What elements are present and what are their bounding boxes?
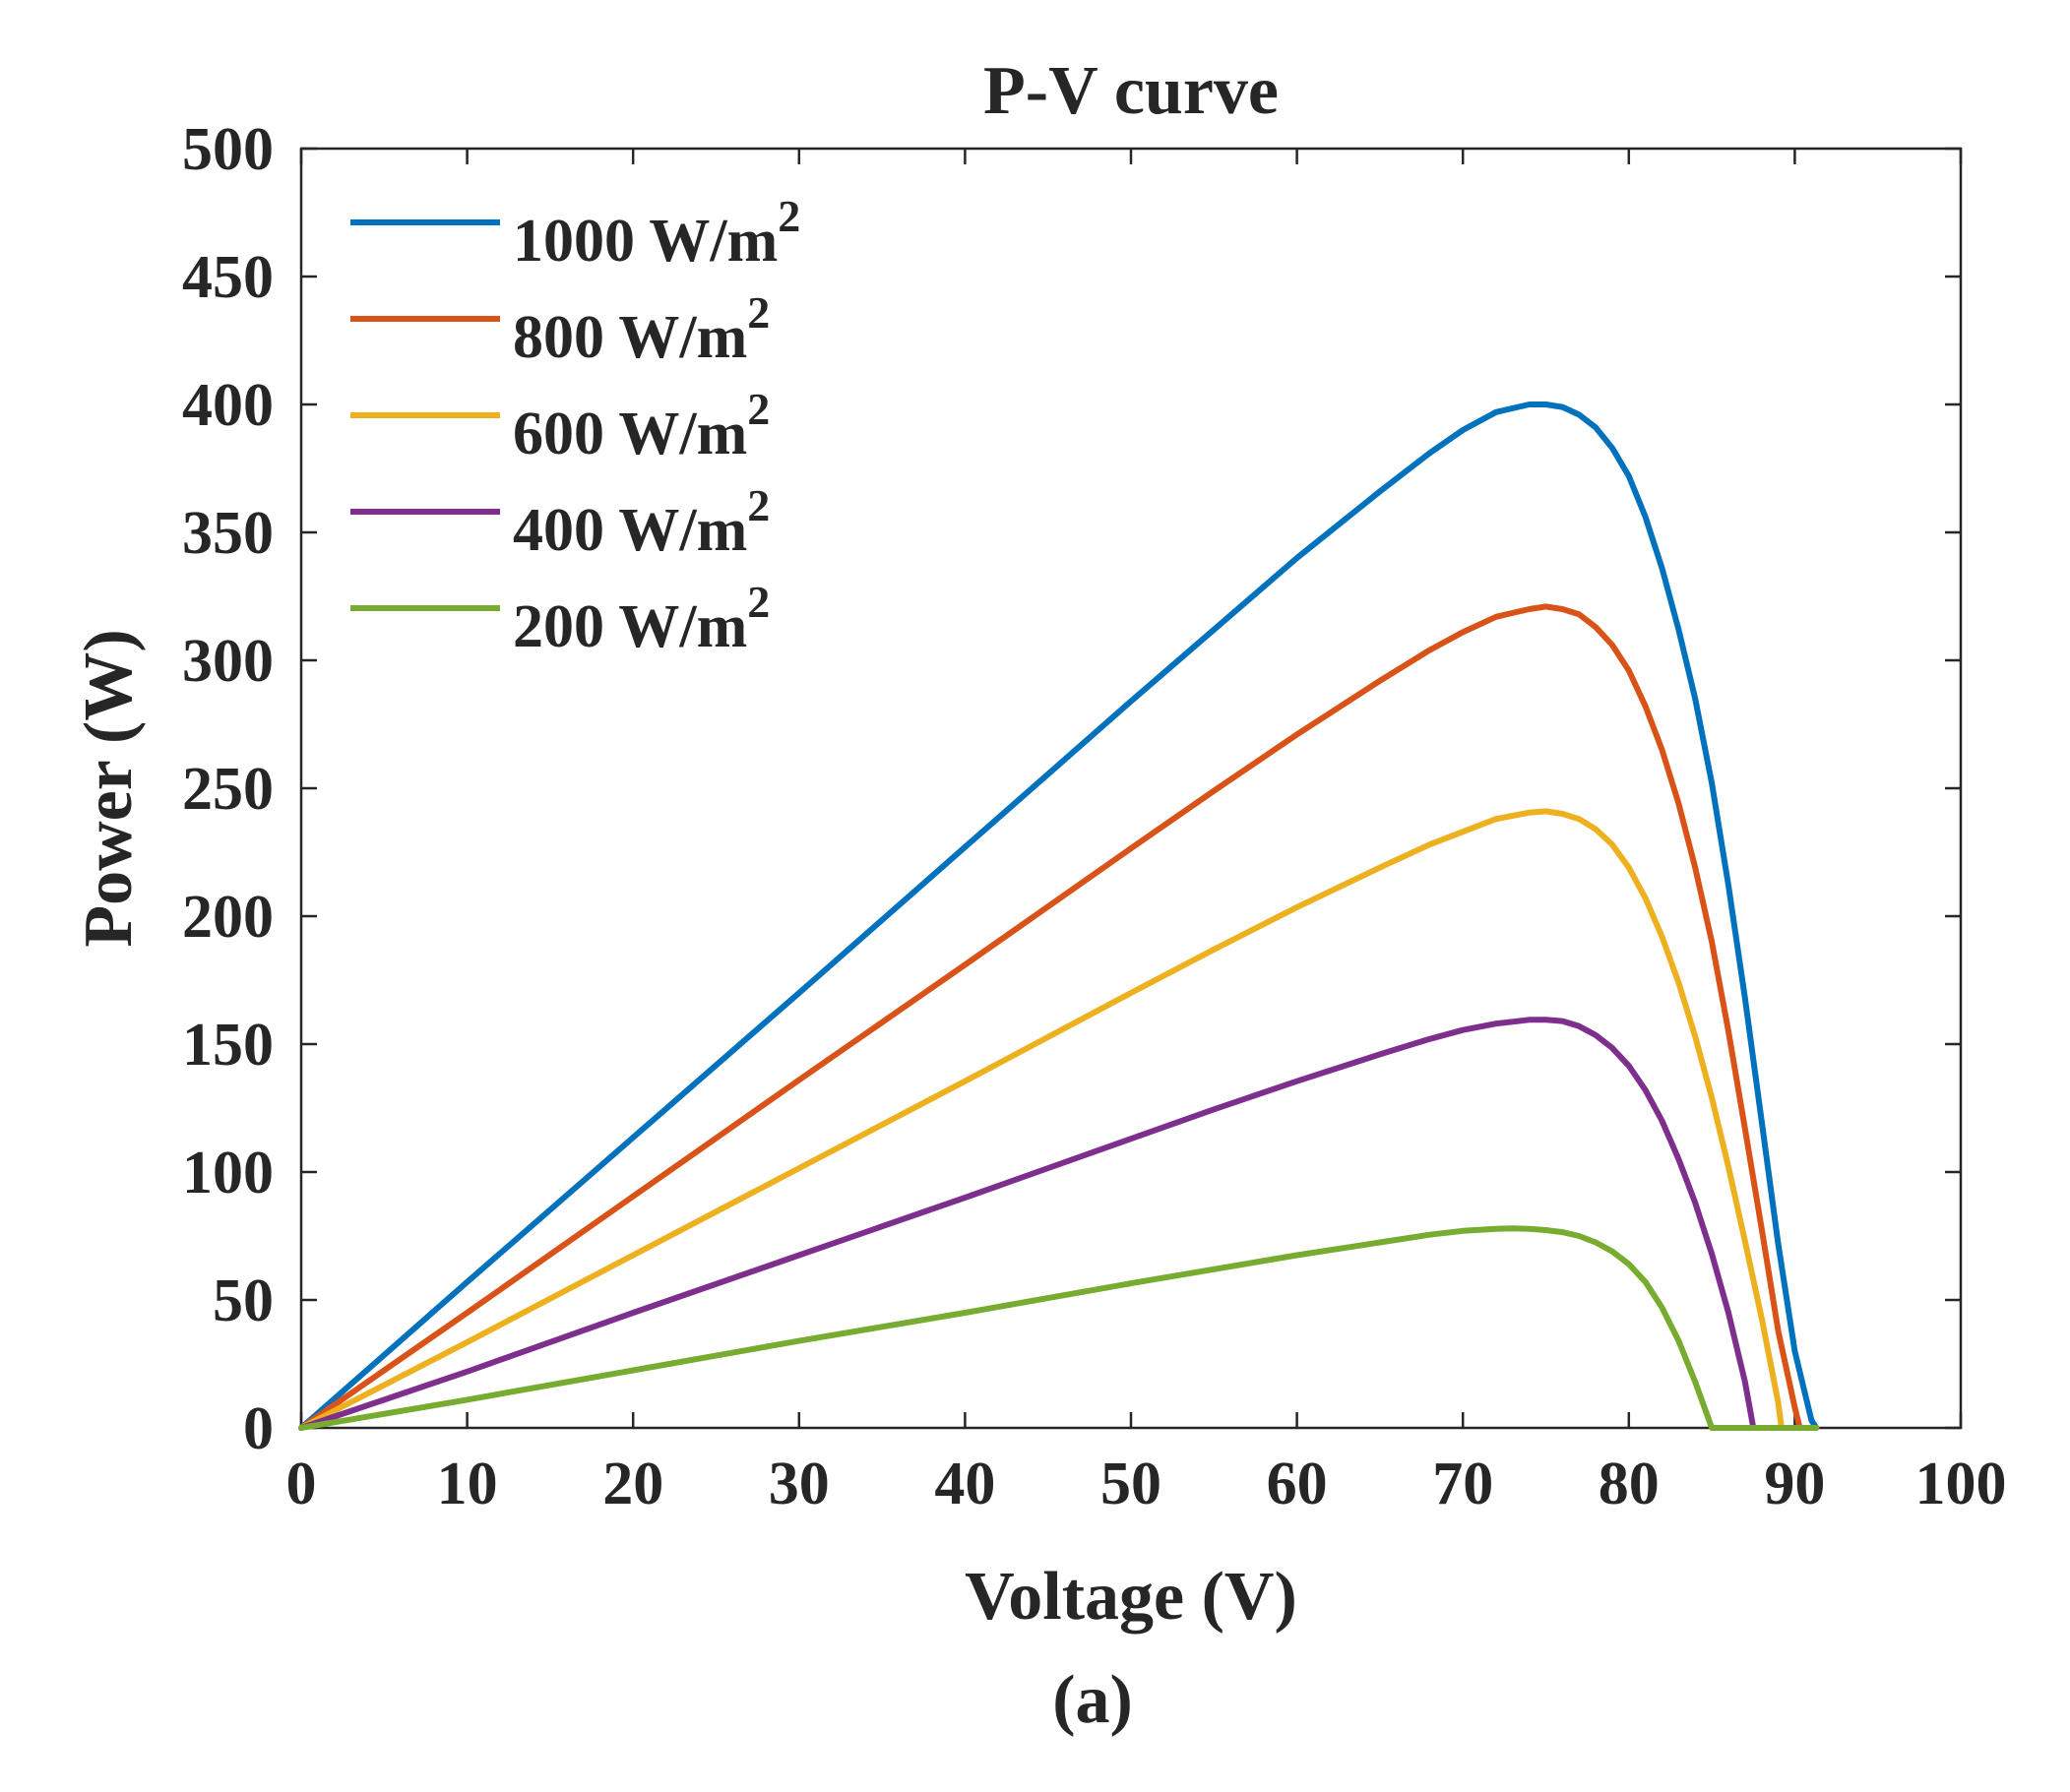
x-tick-label: 40 (934, 1451, 995, 1517)
x-tick-label: 90 (1764, 1451, 1825, 1517)
series-line-0 (298, 402, 1820, 1431)
y-tick-label: 50 (213, 1267, 274, 1334)
x-tick-label: 30 (769, 1451, 830, 1517)
legend-label-text: 600 W/m (513, 401, 747, 467)
legend-label-superscript: 2 (747, 480, 770, 530)
x-tick-label: 60 (1267, 1451, 1328, 1517)
y-tick-label: 300 (182, 628, 274, 695)
y-axis-label: Power (W) (71, 629, 147, 947)
y-tick-label: 250 (182, 756, 274, 823)
legend-label: 400 W/m2 (513, 480, 770, 564)
x-tick-label: 20 (602, 1451, 663, 1517)
legend-label-text: 200 W/m (513, 593, 747, 660)
x-tick-label: 0 (286, 1451, 317, 1517)
legend-item-1: 800 W/m2 (350, 287, 770, 371)
chart-title: P-V curve (983, 53, 1279, 129)
x-tick-label: 10 (437, 1451, 498, 1517)
legend-label: 600 W/m2 (513, 384, 770, 467)
y-tick-label: 450 (182, 244, 274, 311)
figure-caption: (a) (1052, 1662, 1133, 1738)
y-tick-label: 200 (182, 884, 274, 951)
x-axis-label: Voltage (V) (965, 1559, 1297, 1635)
y-tick-label: 500 (182, 116, 274, 183)
legend-label: 800 W/m2 (513, 287, 770, 371)
series-line-1 (298, 603, 1803, 1431)
legend-item-3: 400 W/m2 (350, 480, 770, 564)
legend-label-superscript: 2 (778, 191, 800, 241)
y-tick-labels: 0 50 100 150 200 250 300 350 400 450 500 (182, 116, 274, 1462)
x-tick-label: 80 (1599, 1451, 1660, 1517)
plot-area (298, 147, 1963, 1431)
x-tick-label: 100 (1915, 1451, 2007, 1517)
series-lines (298, 402, 1820, 1431)
x-tick-label: 70 (1432, 1451, 1493, 1517)
legend-label: 200 W/m2 (513, 577, 770, 660)
series-line-2 (298, 808, 1785, 1431)
y-tick-label: 100 (182, 1140, 274, 1206)
legend-label-superscript: 2 (747, 384, 770, 434)
y-tick-label: 400 (182, 372, 274, 439)
x-tick-label: 50 (1100, 1451, 1161, 1517)
y-tick-label: 350 (182, 500, 274, 567)
legend-label-superscript: 2 (747, 577, 770, 627)
y-tick-label: 0 (243, 1395, 274, 1462)
axes-frame (299, 147, 1963, 1430)
legend-item-2: 600 W/m2 (350, 384, 770, 467)
x-tick-labels: 0 10 20 30 40 50 60 70 80 90 100 (286, 1451, 2007, 1517)
y-tick-label: 150 (182, 1012, 274, 1079)
legend-label-text: 800 W/m (513, 304, 747, 371)
legend-label-text: 400 W/m (513, 497, 747, 564)
axis-ticks (299, 147, 1963, 1430)
series-line-4 (298, 1225, 1820, 1431)
legend-label-superscript: 2 (747, 287, 770, 338)
legend-item-0: 1000 W/m2 (350, 191, 800, 275)
series-line-3 (298, 1017, 1757, 1431)
legend-label-text: 1000 W/m (513, 208, 778, 275)
legend-item-4: 200 W/m2 (350, 577, 770, 660)
legend-label: 1000 W/m2 (513, 191, 800, 275)
